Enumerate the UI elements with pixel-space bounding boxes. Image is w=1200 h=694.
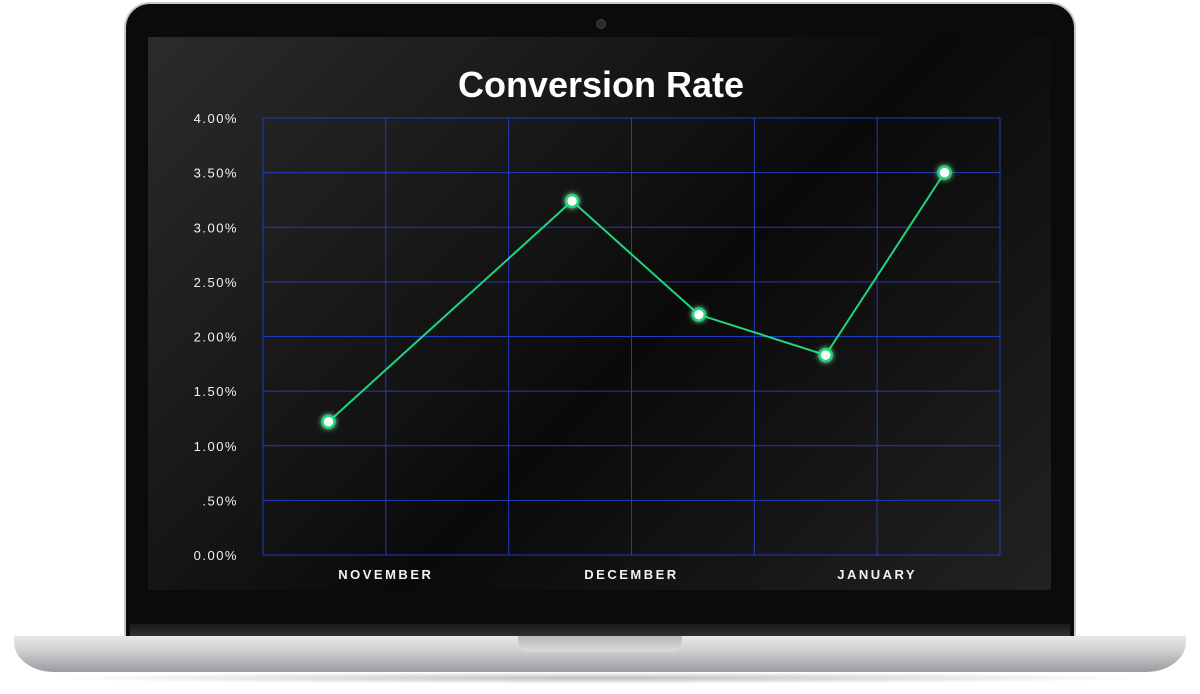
y-axis-ticks: 0.00% .50% 1.00% 1.50% 2.00% 2.50% 3.00% 3.50% 4… (194, 111, 238, 563)
laptop-screen: Conversion Rate 0.00% .50% 1.00% 1.50% 2.00%… (148, 37, 1051, 590)
data-point (321, 414, 336, 429)
y-tick-label: 1.50% (194, 384, 238, 399)
y-tick-label: 2.00% (194, 330, 238, 345)
x-tick-label: JANUARY (837, 567, 917, 582)
x-tick-label: DECEMBER (584, 567, 678, 582)
chart-title: Conversion Rate (458, 64, 744, 105)
data-point (691, 307, 707, 322)
y-tick-label: 0.00% (194, 548, 238, 563)
data-point (937, 165, 952, 180)
laptop-shadow (40, 672, 1160, 684)
y-tick-label: 2.50% (194, 275, 238, 290)
y-tick-label: 3.50% (194, 166, 238, 181)
x-tick-label: NOVEMBER (338, 567, 433, 582)
x-axis-ticks: NOVEMBER DECEMBER JANUARY (338, 567, 917, 582)
line-chart: Conversion Rate 0.00% .50% 1.00% 1.50% 2.00%… (194, 64, 1001, 582)
data-point (564, 193, 580, 209)
laptop-notch (518, 636, 682, 652)
series-line (327, 172, 946, 423)
laptop-hinge (130, 624, 1070, 638)
data-point (818, 347, 833, 363)
camera-icon (596, 19, 606, 29)
y-tick-label: .50% (202, 493, 238, 508)
y-tick-label: 1.00% (194, 439, 238, 454)
y-tick-label: 3.00% (194, 220, 238, 235)
grid (262, 117, 1001, 556)
series (321, 165, 952, 429)
y-tick-label: 4.00% (194, 111, 238, 126)
